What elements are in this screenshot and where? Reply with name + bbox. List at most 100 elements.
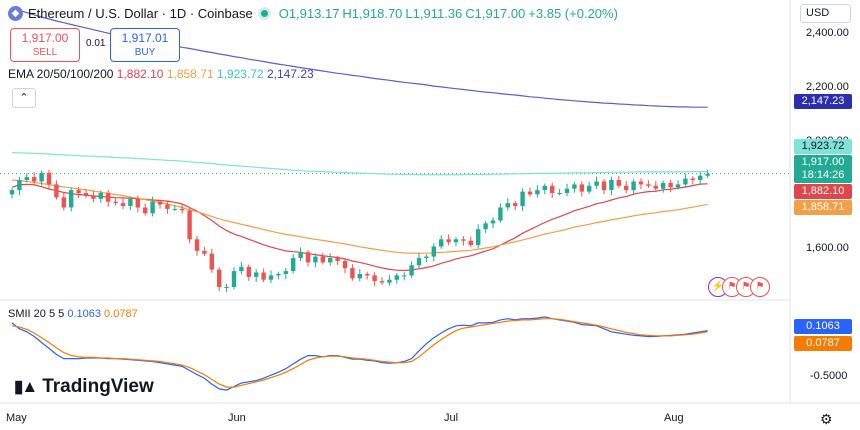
ohlc-change: +3.85 (+0.20%) [528,5,618,21]
candle-body [616,180,621,186]
ohlc-open: O1,913.17 [278,5,340,21]
candle-body [357,274,362,279]
tradingview-logo[interactable]: ▮▲ TradingView [14,376,154,398]
ohlc-high: H1,918.70 [342,5,403,21]
candle-body [646,184,651,186]
candle-body [261,272,266,280]
candle-body [180,208,185,211]
candle-body [32,177,37,182]
candle-body [224,287,229,288]
candle-body [631,181,636,191]
ema200-value: 2,147.23 [266,67,314,81]
candle-body [39,172,44,182]
buy-label: BUY [134,47,156,58]
candle-body [387,279,392,283]
candle-body [490,220,496,224]
candle-body [342,261,348,269]
sell-button[interactable]: 1,917.00 SELL [10,28,80,62]
candle-body [113,201,118,204]
currency-select[interactable]: USD [800,4,851,23]
ema-line-1 [11,183,708,272]
price-tick: 2,400.00 [806,27,849,39]
ema50-value: 1,858.71 [166,67,214,81]
candle-body [579,184,584,192]
smii-line-2 [11,318,708,388]
countdown-badge: 18:14:26 [794,168,852,183]
candle-body [624,185,629,191]
x-tick-jun: Jun [228,412,246,424]
last-price-badge: 1,917.00 [794,155,852,170]
ema50-price-badge: 1,858.71 [794,200,852,215]
candle-body [431,246,436,257]
candle-body [9,190,15,195]
candle-body [542,185,547,191]
candle-body [246,266,251,277]
candle-body [320,256,325,263]
candle-body [194,239,200,251]
ema20-price-badge: 1,882.10 [794,184,852,199]
candle-body [91,195,96,199]
candle-body [661,182,666,189]
smii-tick: -0.5000 [810,370,848,382]
market-status-dot [260,9,268,17]
candle-body [157,201,163,205]
candle-body [165,204,170,209]
smii-legend-label: SMII 20 5 5 [8,308,65,320]
candle-body [283,271,288,274]
ema200-price-badge: 2,147.23 [794,94,852,109]
candle-body [683,178,688,185]
candle-body [564,188,570,193]
ema-legend-label: EMA 20/50/100/200 [8,67,114,81]
candle-body [424,256,429,258]
candle-body [483,223,488,230]
candle-body [268,275,274,280]
candle-body [439,239,444,247]
candle-body [453,239,459,243]
candle-body [705,173,710,176]
candle-body [209,253,214,270]
candle-body [638,181,644,185]
candle-body [513,203,518,206]
event-markers[interactable]: ⚡ ⚑ ⚑ ⚑ [708,277,770,297]
candle-body [557,193,562,194]
candle-body [594,181,599,186]
candle-body [328,258,333,263]
candle-body [402,275,407,277]
candle-body [54,184,59,198]
candle-body [520,191,525,207]
candle-body [61,197,66,208]
candle-body [609,180,614,191]
candle-body [698,175,703,180]
candle-body [394,275,399,280]
candle-body [172,208,177,210]
candle-body [461,239,466,241]
flag-event-icon[interactable]: ⚑ [750,277,770,297]
chevron-up-icon[interactable]: ⌃ [12,88,36,108]
candle-body [675,184,681,188]
candle-body [305,252,311,263]
gear-icon[interactable]: ⚙ [820,411,833,427]
candle-body [135,198,140,208]
ema100-value: 1,923.72 [216,67,264,81]
candle-body [298,252,303,259]
candle-body [150,201,155,214]
ohlc-low: L1,911.36 [405,5,463,21]
candle-body [254,272,259,277]
candle-body [535,190,540,195]
symbol-header[interactable]: ◆ Ethereum / U.S. Dollar · 1D · Coinbase… [8,4,618,22]
candle-body [587,185,592,192]
buy-price: 1,917.01 [121,31,169,45]
price-tick: 1,600.00 [806,242,849,254]
x-tick-jul: Jul [444,412,459,424]
candle-body [98,193,103,199]
candle-body [498,207,503,221]
ema-line-3 [11,152,708,176]
ema-line-2 [11,179,708,254]
ema-legend[interactable]: EMA 20/50/100/200 1,882.10 1,858.71 1,92… [8,67,314,81]
smii-legend[interactable]: SMII 20 5 5 0.1063 0.0787 [8,308,138,320]
buy-button[interactable]: 1,917.01 BUY [110,28,180,62]
spread-value: 0.01 [86,38,106,49]
candle-body [365,274,370,276]
candle-body [476,229,481,246]
